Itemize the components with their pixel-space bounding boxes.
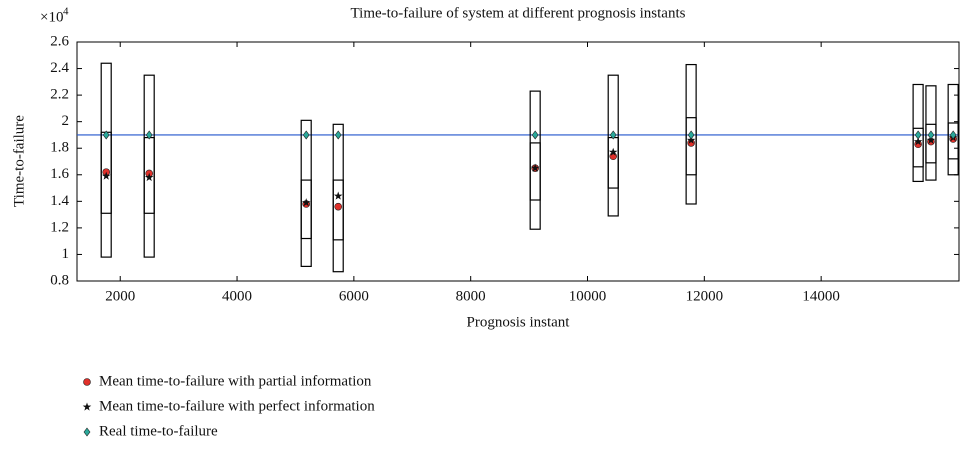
mean-perfect-marker: [144, 172, 154, 182]
inner-box: [685, 117, 697, 176]
real-marker: [609, 130, 617, 140]
y-tick-label: 2.2: [50, 87, 69, 103]
inner-box: [332, 179, 344, 241]
y-multiplier-exponent: 4: [63, 6, 69, 18]
y-multiplier: ×10: [40, 9, 63, 25]
y-tick-label: 0.8: [50, 272, 69, 288]
plot-frame: [76, 41, 960, 282]
real-marker: [531, 130, 539, 140]
y-tick-label: 1: [62, 246, 70, 262]
x-tick-label: 2000: [105, 288, 135, 304]
mean-perfect-marker: [608, 147, 618, 156]
inner-box: [947, 122, 959, 160]
real-marker: [949, 130, 957, 140]
outer-box: [332, 123, 344, 273]
real-marker: [927, 130, 935, 140]
x-axis-label: Prognosis instant: [467, 314, 571, 330]
inner-box: [607, 137, 619, 189]
outer-box: [947, 83, 959, 176]
inner-box: [912, 127, 924, 168]
real-marker: [102, 130, 110, 140]
x-tick-label: 8000: [456, 288, 486, 304]
real-marker: [145, 130, 153, 140]
outer-box: [529, 90, 541, 230]
y-axis-label: Time-to-failure: [11, 115, 27, 207]
real-marker: [334, 130, 342, 140]
x-tick-label: 4000: [222, 288, 252, 304]
legend-label: Real time-to-failure: [99, 423, 218, 439]
y-tick-label: 2: [62, 113, 70, 129]
inner-box: [925, 123, 937, 164]
real-marker: [83, 427, 91, 437]
legend-label: Mean time-to-failure with perfect inform…: [99, 398, 375, 414]
mean-perfect-marker: [926, 135, 936, 144]
y-tick-label: 1.8: [50, 140, 69, 156]
outer-box: [300, 119, 312, 267]
y-tick-label: 1.6: [50, 166, 69, 182]
mean-perfect-marker: [686, 135, 696, 144]
mean-partial-marker: [334, 202, 343, 211]
x-tick-label: 12000: [686, 288, 724, 304]
real-marker: [687, 130, 695, 140]
x-tick-label: 6000: [339, 288, 369, 304]
inner-box: [529, 142, 541, 201]
mean-perfect-marker: [913, 137, 923, 146]
mean-perfect-marker: [301, 198, 311, 207]
mean-perfect-marker: [530, 163, 540, 172]
chart-title: Time-to-failure of system at different p…: [351, 5, 686, 21]
outer-box: [607, 74, 619, 217]
y-tick-label: 1.2: [50, 219, 69, 235]
legend-label: Mean time-to-failure with partial inform…: [99, 373, 372, 389]
mean-perfect-marker: [101, 171, 111, 180]
x-tick-label: 10000: [569, 288, 607, 304]
inner-box: [300, 179, 312, 240]
mean-perfect-marker: [333, 191, 343, 200]
real-marker: [302, 130, 310, 140]
y-tick-label: 1.4: [50, 193, 69, 209]
mean-perfect-marker: [82, 402, 92, 411]
real-marker: [914, 130, 922, 140]
outer-box: [143, 74, 155, 258]
y-tick-label: 2.6: [50, 33, 69, 49]
outer-box: [100, 62, 112, 258]
y-tick-label: 2.4: [50, 60, 69, 76]
mean-partial-marker: [83, 378, 91, 386]
x-tick-label: 14000: [802, 288, 840, 304]
